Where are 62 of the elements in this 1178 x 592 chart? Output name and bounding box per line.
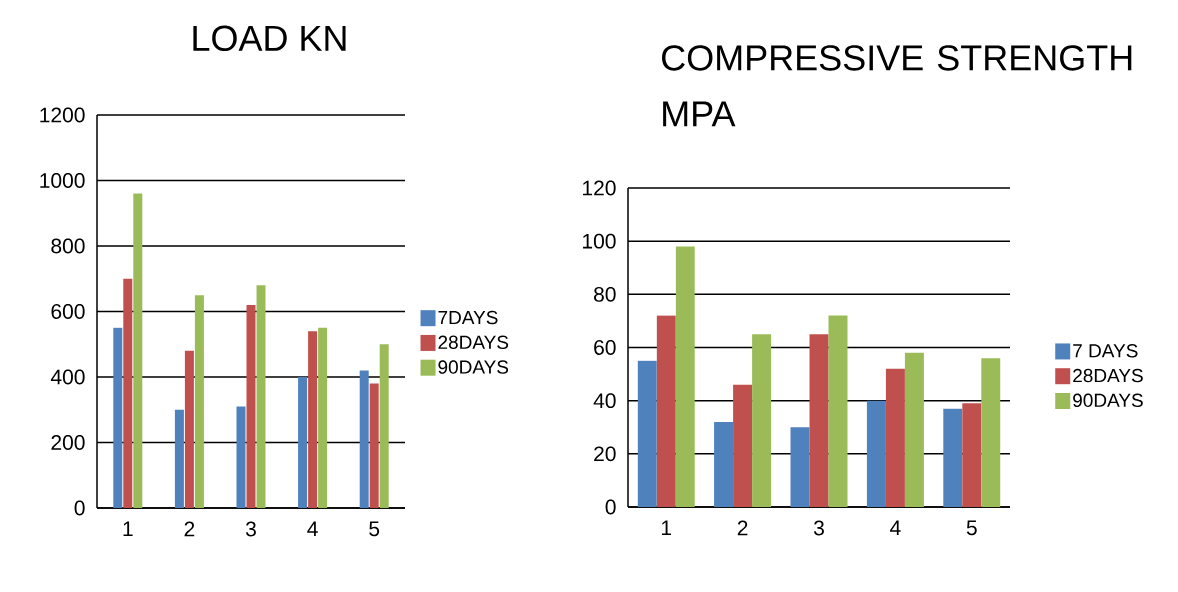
bar [809,334,829,507]
bar [675,246,695,507]
y-tick-label: 0 [605,499,616,515]
y-tick-label: 0 [74,500,85,516]
y-tick-label: 1200 [40,107,85,123]
bar [885,368,905,507]
x-tick-label: 5 [369,521,380,537]
bar [790,427,810,507]
chart-title: COMPRESSIVE STRENGTH MPA [662,45,1132,127]
y-tick-label: 40 [593,393,616,409]
bar [123,278,133,508]
bar [379,344,389,508]
y-tick-label: 120 [583,180,616,196]
x-tick-label: 2 [737,520,748,536]
x-tick-label: 4 [307,521,318,536]
legend-label: 90DAYS [1073,393,1143,408]
y-tick-label: 200 [51,435,85,450]
x-tick-label: 3 [245,521,256,537]
bar [174,409,184,508]
bar [236,406,246,508]
bar [962,403,982,507]
legend-label: 90DAYS [438,360,509,374]
bar [369,383,379,508]
y-tick-label: 100 [583,233,616,249]
bar [194,295,204,508]
bar [133,193,143,508]
y-tick-label: 1000 [40,173,85,188]
bar [714,421,734,507]
y-tick-label: 400 [50,369,85,385]
x-tick-label: 5 [966,520,977,536]
legend-label: 7DAYS [438,310,498,325]
bar [981,358,1001,507]
bar [752,334,772,507]
bar [637,360,657,507]
bar [308,331,318,508]
bar [359,370,369,508]
y-tick-label: 600 [51,304,85,319]
bar [943,408,963,507]
y-tick-label: 20 [594,446,616,462]
bar [246,304,256,508]
bar [298,377,308,508]
x-tick-label: 4 [890,520,901,535]
bar [656,315,676,507]
x-tick-label: 1 [123,521,133,536]
bar [733,384,753,507]
legend-label: 28DAYS [1073,368,1143,383]
y-tick-label: 800 [51,238,85,254]
legend-label: 28DAYS [438,335,509,350]
bar [866,400,886,507]
x-tick-label: 2 [184,521,195,537]
y-tick-label: 60 [594,340,616,355]
bar [184,350,194,508]
y-tick-label: 80 [594,286,616,302]
bar [256,285,266,508]
legend-label: 7 DAYS [1073,344,1138,358]
bar [113,327,123,508]
bar [828,315,848,507]
bar [318,327,328,508]
chart-title: LOAD KN [193,25,346,51]
x-tick-label: 3 [813,520,824,536]
bar [904,352,924,507]
x-tick-label: 1 [661,520,672,535]
